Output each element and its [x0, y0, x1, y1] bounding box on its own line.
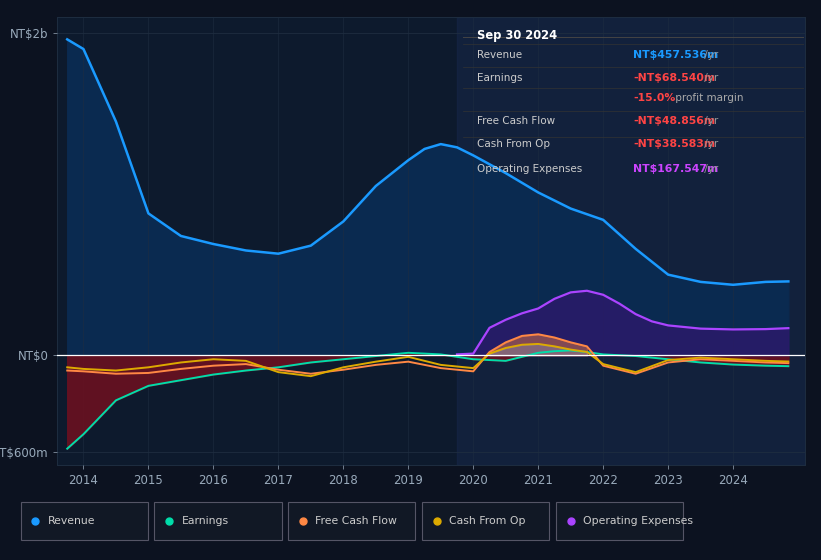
FancyBboxPatch shape	[288, 502, 415, 540]
Text: /yr: /yr	[700, 73, 718, 83]
Text: Revenue: Revenue	[48, 516, 95, 526]
Text: NT$457.536m: NT$457.536m	[634, 50, 718, 60]
FancyBboxPatch shape	[21, 502, 148, 540]
Text: Sep 30 2024: Sep 30 2024	[477, 29, 557, 43]
Bar	[457, 17, 805, 465]
Text: Free Cash Flow: Free Cash Flow	[477, 116, 555, 126]
Text: /yr: /yr	[700, 50, 718, 60]
FancyBboxPatch shape	[422, 502, 549, 540]
FancyBboxPatch shape	[556, 502, 683, 540]
Text: /yr: /yr	[700, 139, 718, 150]
Text: /yr: /yr	[700, 116, 718, 126]
Text: Free Cash Flow: Free Cash Flow	[315, 516, 397, 526]
Text: Cash From Op: Cash From Op	[477, 139, 550, 150]
Text: -NT$68.540m: -NT$68.540m	[634, 73, 716, 83]
Text: /yr: /yr	[700, 165, 718, 174]
Text: Earnings: Earnings	[477, 73, 522, 83]
Text: -15.0%: -15.0%	[634, 93, 676, 103]
Text: -NT$48.856m: -NT$48.856m	[634, 116, 716, 126]
Text: Revenue: Revenue	[477, 50, 522, 60]
Text: Cash From Op: Cash From Op	[449, 516, 525, 526]
Text: Operating Expenses: Operating Expenses	[583, 516, 693, 526]
Text: Operating Expenses: Operating Expenses	[477, 165, 582, 174]
Text: Earnings: Earnings	[181, 516, 228, 526]
Text: profit margin: profit margin	[672, 93, 743, 103]
Text: NT$167.547m: NT$167.547m	[634, 165, 718, 174]
Text: -NT$38.583m: -NT$38.583m	[634, 139, 716, 150]
FancyBboxPatch shape	[154, 502, 282, 540]
